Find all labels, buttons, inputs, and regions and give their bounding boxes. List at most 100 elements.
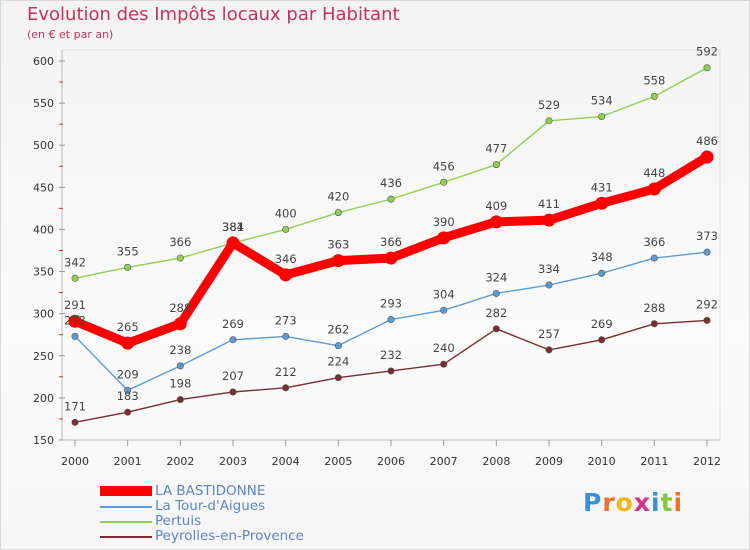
data-point xyxy=(545,346,553,354)
data-label: 212 xyxy=(275,365,297,379)
data-label: 282 xyxy=(485,306,507,320)
legend-label-la-bastidonne: LA BASTIDONNE xyxy=(155,483,266,499)
data-point xyxy=(334,209,342,217)
data-point xyxy=(121,336,135,350)
data-label: 257 xyxy=(538,327,560,341)
logo-letter: x xyxy=(633,488,651,517)
data-label: 288 xyxy=(643,301,665,315)
data-label: 304 xyxy=(433,287,455,301)
data-point xyxy=(492,325,500,333)
data-label: 262 xyxy=(327,323,349,337)
data-point xyxy=(545,117,553,125)
data-label: 420 xyxy=(327,190,349,204)
data-point xyxy=(703,316,711,324)
data-label: 384 xyxy=(222,220,244,234)
data-label: 269 xyxy=(591,317,613,331)
y-tick-label: 350 xyxy=(33,266,54,279)
data-label: 448 xyxy=(643,166,665,180)
y-tick-label: 600 xyxy=(33,55,54,68)
data-label: 373 xyxy=(696,229,718,243)
data-point xyxy=(176,362,184,370)
x-tick-label: 2000 xyxy=(61,455,89,468)
logo-letter: P xyxy=(583,488,603,517)
data-point xyxy=(595,196,609,210)
data-label: 273 xyxy=(275,313,297,327)
legend-label-pertuis: Pertuis xyxy=(155,513,202,529)
data-point xyxy=(492,161,500,169)
data-label: 171 xyxy=(64,399,86,413)
data-point xyxy=(384,251,398,265)
data-label: 431 xyxy=(591,180,613,194)
data-label: 477 xyxy=(485,142,507,156)
data-point xyxy=(703,64,711,72)
data-point xyxy=(387,316,395,324)
data-point xyxy=(282,225,290,233)
y-tick-label: 500 xyxy=(33,139,54,152)
data-label: 592 xyxy=(696,45,718,59)
x-tick-label: 2006 xyxy=(377,455,405,468)
logo-letter: i xyxy=(651,488,661,517)
legend-label-la-tour-d-aigues: La Tour-d'Aigues xyxy=(155,498,266,514)
x-tick-label: 2001 xyxy=(114,455,142,468)
x-tick-label: 2002 xyxy=(166,455,194,468)
y-tick-label: 150 xyxy=(33,434,54,447)
x-tick-label: 2004 xyxy=(272,455,300,468)
data-label: 291 xyxy=(64,298,86,312)
data-point xyxy=(71,418,79,426)
data-point xyxy=(334,374,342,382)
series-group xyxy=(68,64,714,426)
data-label: 486 xyxy=(696,134,718,148)
data-label: 183 xyxy=(117,389,139,403)
data-label: 411 xyxy=(538,197,560,211)
data-label: 224 xyxy=(327,355,349,369)
data-label: 346 xyxy=(275,252,297,266)
y-tick-label: 250 xyxy=(33,350,54,363)
data-point xyxy=(703,248,711,256)
axes: 150 200 250 300 350 400 450 500 550 600 2000 2001 20… xyxy=(33,50,721,468)
legend-label-peyrolles: Peyrolles-en-Provence xyxy=(155,528,304,544)
data-label: 390 xyxy=(433,215,455,229)
logo-letter: r xyxy=(602,488,616,517)
proxiti-logo: Proxiti xyxy=(583,488,683,517)
data-label: 265 xyxy=(117,320,139,334)
data-point xyxy=(124,408,132,416)
data-label: 342 xyxy=(64,255,86,269)
logo-letter: o xyxy=(615,488,634,517)
logo-letter: t xyxy=(660,488,674,517)
data-point xyxy=(650,254,658,262)
data-point xyxy=(387,195,395,203)
data-point xyxy=(598,336,606,344)
legend-swatch-la-tour-d-aigues xyxy=(100,506,152,508)
data-label: 409 xyxy=(485,199,507,213)
x-tick-label: 2003 xyxy=(219,455,247,468)
logo-letter: i xyxy=(673,488,684,517)
data-label: 534 xyxy=(591,94,613,108)
data-point xyxy=(440,178,448,186)
data-label: 207 xyxy=(222,369,244,383)
data-label: 293 xyxy=(380,297,402,311)
data-point xyxy=(124,263,132,271)
data-point xyxy=(71,332,79,340)
data-label: 366 xyxy=(380,235,402,249)
data-label: 363 xyxy=(327,238,349,252)
data-label: 436 xyxy=(380,176,402,190)
data-point xyxy=(334,342,342,350)
data-point xyxy=(647,182,661,196)
data-point xyxy=(176,396,184,404)
data-label: 529 xyxy=(538,98,560,112)
data-point xyxy=(437,231,451,245)
data-label: 209 xyxy=(117,367,139,381)
data-point xyxy=(229,336,237,344)
y-tick-label: 200 xyxy=(33,392,54,405)
y-tick-label: 450 xyxy=(33,181,54,194)
data-point xyxy=(700,150,714,164)
data-point xyxy=(489,215,503,229)
x-tick-label: 2005 xyxy=(324,455,352,468)
legend-swatch-pertuis xyxy=(100,521,152,523)
data-point xyxy=(492,289,500,297)
data-label: 288 xyxy=(169,301,191,315)
data-point xyxy=(331,254,345,268)
data-labels: 291 265 288 381 346 363 366 390 409 411 431 448 486 2… xyxy=(64,45,718,414)
